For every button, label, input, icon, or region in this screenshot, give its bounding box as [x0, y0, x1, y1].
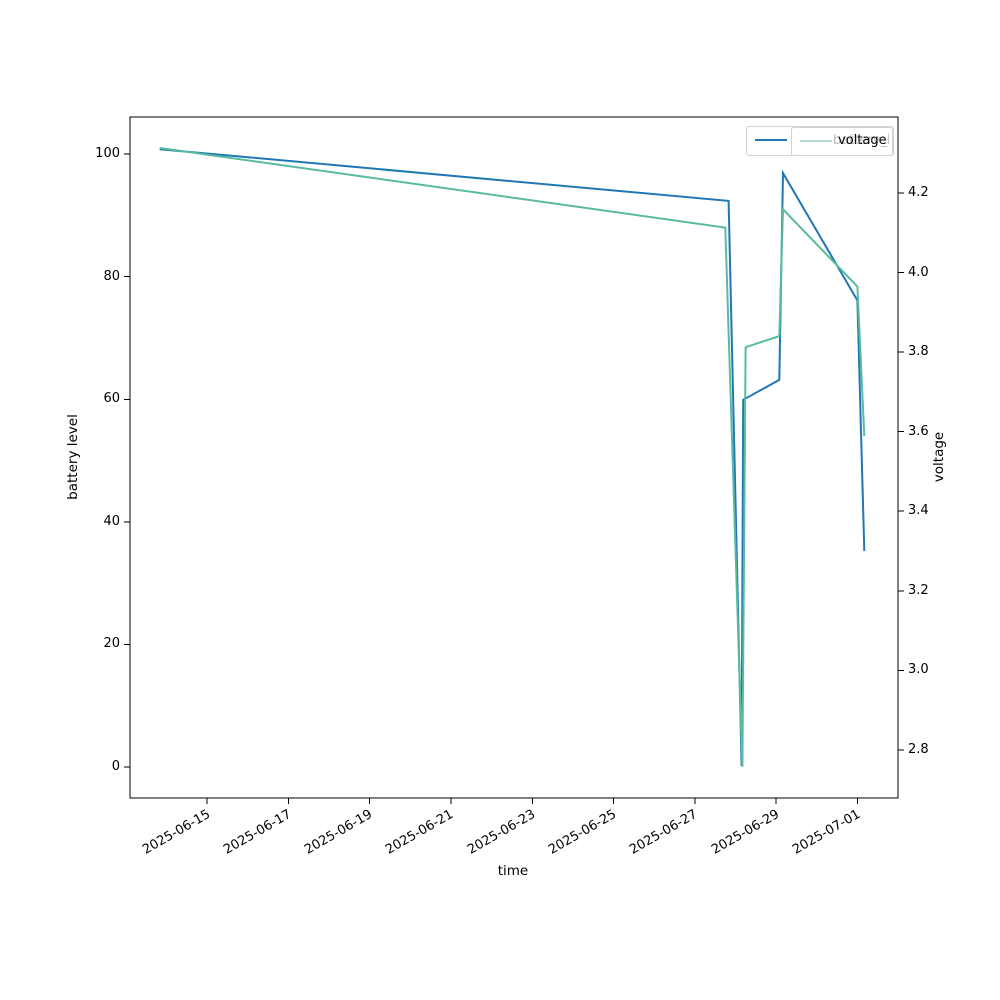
y-tick-label-left: 20	[103, 636, 120, 652]
y-axis-label-right: voltage	[931, 431, 947, 483]
legend-box-voltage	[791, 127, 893, 156]
y-tick-label-right: 3.0	[908, 662, 929, 678]
legend-handle-battery-level	[800, 140, 832, 142]
y-tick-label-right: 4.2	[908, 184, 929, 200]
y-tick-label-left: 80	[103, 268, 120, 284]
y-tick-label-left: 100	[95, 146, 120, 162]
x-axis-label: time	[497, 863, 529, 879]
legend-label-battery-level: battery_level	[833, 133, 889, 148]
y-tick-label-right: 4.0	[908, 264, 929, 280]
y-tick-label-left: 40	[103, 513, 120, 529]
y-tick-label-left: 60	[103, 391, 120, 407]
y-tick-label-left: 0	[111, 759, 120, 775]
legend-handle-voltage	[755, 139, 787, 141]
y-tick-label-right: 3.6	[908, 423, 929, 439]
y-tick-label-right: 3.2	[908, 582, 929, 598]
plot-frame	[129, 116, 899, 799]
y-tick-label-right: 3.8	[908, 344, 929, 360]
series-voltage-line	[159, 148, 866, 766]
series-battery-level-line	[159, 147, 866, 768]
y-tick-label-right: 3.4	[908, 503, 929, 519]
y-tick-label-right: 2.8	[908, 741, 929, 757]
y-axis-label-left: battery level	[65, 414, 81, 500]
legend-label-voltage: voltage	[838, 133, 887, 148]
